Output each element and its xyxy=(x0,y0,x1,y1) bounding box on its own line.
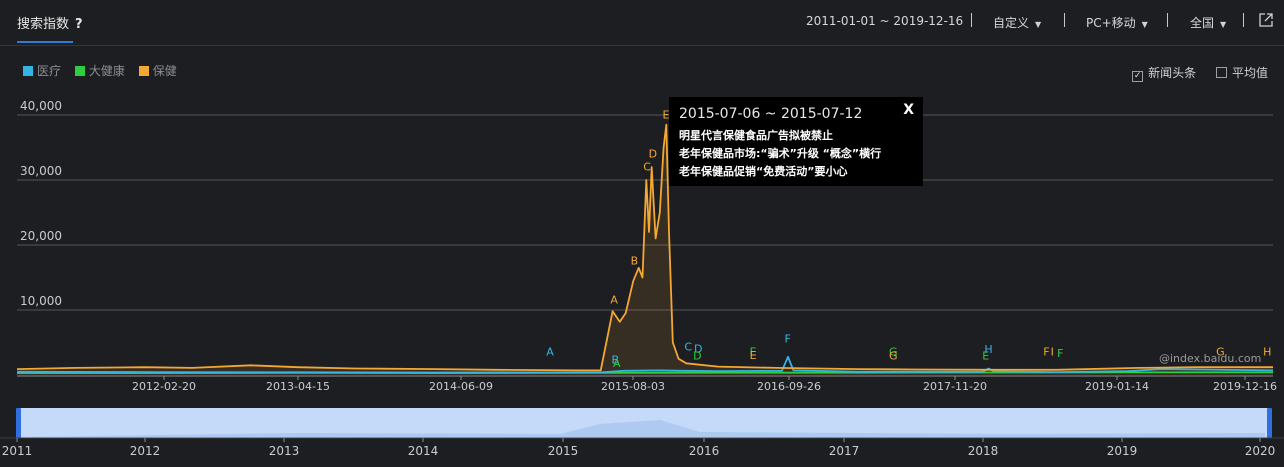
custom-dropdown[interactable]: 自定义 ▼ xyxy=(993,14,1041,31)
event-marker: F xyxy=(784,333,790,346)
event-marker: D xyxy=(693,349,701,362)
checkbox-unchecked xyxy=(1215,67,1227,78)
chevron-down-icon: ▼ xyxy=(1141,20,1148,29)
legend-label: 大健康 xyxy=(88,64,125,78)
x-tick-label: 2015-08-03 xyxy=(601,380,665,393)
event-marker: E xyxy=(750,346,757,359)
navigator-year-label: 2017 xyxy=(829,444,860,458)
y-tick-label: 40,000 xyxy=(20,99,62,113)
legend-swatch xyxy=(23,66,33,76)
average-checkbox[interactable]: 平均值 xyxy=(1215,64,1268,81)
help-icon[interactable]: ? xyxy=(75,17,83,32)
share-icon[interactable] xyxy=(1259,12,1273,31)
region-label: 全国 xyxy=(1190,16,1215,30)
event-marker: D xyxy=(649,147,657,160)
event-marker: B xyxy=(631,255,639,268)
close-icon[interactable]: X xyxy=(903,102,914,118)
x-tick-label: 2012-02-20 xyxy=(132,380,196,393)
event-marker: H xyxy=(1263,346,1271,359)
region-dropdown[interactable]: 全国 ▼ xyxy=(1190,14,1226,31)
x-tick-label: 2017-11-20 xyxy=(923,380,987,393)
event-marker: G xyxy=(889,346,898,359)
divider xyxy=(971,13,972,27)
series-line-care xyxy=(16,123,1273,372)
navigator-year-label: 2011 xyxy=(2,444,33,458)
checkbox-checked: ✓ xyxy=(1132,71,1144,82)
legend-item-care[interactable]: 保健 xyxy=(138,62,177,79)
event-marker: E xyxy=(982,349,989,362)
news-item[interactable]: 明星代言保健食品广告拟被禁止 xyxy=(679,129,833,142)
navigator-handle-right xyxy=(1267,408,1272,438)
event-marker: H xyxy=(984,343,992,356)
chevron-down-icon: ▼ xyxy=(1220,20,1227,29)
divider xyxy=(1064,13,1065,27)
news-item[interactable]: 老年保健品市场:“骗术”升级 “概念”横行 xyxy=(679,147,882,160)
x-tick-label: 2019-12-16 xyxy=(1213,380,1277,393)
legend-swatch xyxy=(74,66,85,76)
navigator-year-label: 2018 xyxy=(968,444,999,458)
y-tick-label: 10,000 xyxy=(20,294,62,308)
header-bar: 搜索指数? 2011-01-01 ~ 2019-12-16 自定义 ▼ PC+移动… xyxy=(0,0,1284,46)
event-marker: F xyxy=(1043,346,1049,359)
tooltip-date: 2015-07-06 ~ 2015-07-12 xyxy=(679,106,863,122)
event-marker: G xyxy=(1216,346,1225,359)
series-area-care xyxy=(17,124,1273,375)
x-tick-label: 2016-09-26 xyxy=(757,380,821,393)
navigator-year-label: 2014 xyxy=(408,444,439,458)
navigator-preview xyxy=(20,420,1265,437)
tooltip-news-list: 明星代言保健食品广告拟被禁止 老年保健品市场:“骗术”升级 “概念”横行 老年保… xyxy=(679,127,881,181)
event-marker: F xyxy=(1057,347,1063,360)
x-tick-label: 2019-01-14 xyxy=(1085,380,1149,393)
x-tick-label: 2014-06-09 xyxy=(429,380,493,393)
title-text: 搜索指数 xyxy=(17,17,70,32)
title-underline xyxy=(17,41,73,43)
divider xyxy=(1167,13,1168,27)
series-line-medical xyxy=(16,355,1274,374)
chart-legend: 医疗 大健康 保健 xyxy=(23,62,187,79)
event-marker: I xyxy=(1051,346,1054,359)
navigator-year-label: 2020 xyxy=(1245,444,1276,458)
event-marker: E xyxy=(662,108,669,121)
event-marker: D xyxy=(694,342,702,355)
chevron-down-icon: ▼ xyxy=(1035,20,1042,29)
event-marker: A xyxy=(546,346,554,359)
legend-swatch xyxy=(138,66,149,76)
navigator-year-label: 2012 xyxy=(130,444,161,458)
event-marker: A xyxy=(613,357,621,370)
navigator-handle-left xyxy=(16,408,21,438)
event-marker: E xyxy=(750,349,757,362)
y-tick-label: 20,000 xyxy=(20,229,62,243)
date-range[interactable]: 2011-01-01 ~ 2019-12-16 xyxy=(806,14,964,28)
event-marker: B xyxy=(611,353,619,366)
legend-item-medical[interactable]: 医疗 xyxy=(23,62,61,79)
event-marker: C xyxy=(684,340,692,353)
navigator-year-label: 2019 xyxy=(1107,444,1138,458)
news-tooltip: 2015-07-06 ~ 2015-07-12 X 明星代言保健食品广告拟被禁止… xyxy=(669,97,923,186)
average-label: 平均值 xyxy=(1231,66,1268,80)
watermark: @index.baidu.com xyxy=(1159,352,1262,365)
custom-label: 自定义 xyxy=(993,16,1030,30)
page-title: 搜索指数? xyxy=(17,13,83,32)
event-marker: A xyxy=(610,294,618,307)
device-label: PC+移动 xyxy=(1086,16,1136,30)
event-marker: C xyxy=(643,160,651,173)
news-checkbox[interactable]: ✓ 新闻头条 xyxy=(1132,64,1196,82)
y-tick-label: 30,000 xyxy=(20,164,62,178)
legend-item-health[interactable]: 大健康 xyxy=(74,62,125,79)
legend-label: 保健 xyxy=(152,64,177,78)
event-marker: G xyxy=(889,349,898,362)
navigator-year-label: 2016 xyxy=(689,444,720,458)
divider xyxy=(1243,13,1244,27)
device-dropdown[interactable]: PC+移动 ▼ xyxy=(1086,14,1148,31)
x-tick-label: 2013-04-15 xyxy=(266,380,330,393)
navigator-year-label: 2015 xyxy=(548,444,579,458)
news-label: 新闻头条 xyxy=(1148,66,1197,80)
news-item[interactable]: 老年保健品促销“免费活动”要小心 xyxy=(679,165,848,178)
legend-label: 医疗 xyxy=(37,64,62,78)
navigator-year-label: 2013 xyxy=(269,444,300,458)
chart-options: ✓ 新闻头条 平均值 xyxy=(1116,64,1268,82)
